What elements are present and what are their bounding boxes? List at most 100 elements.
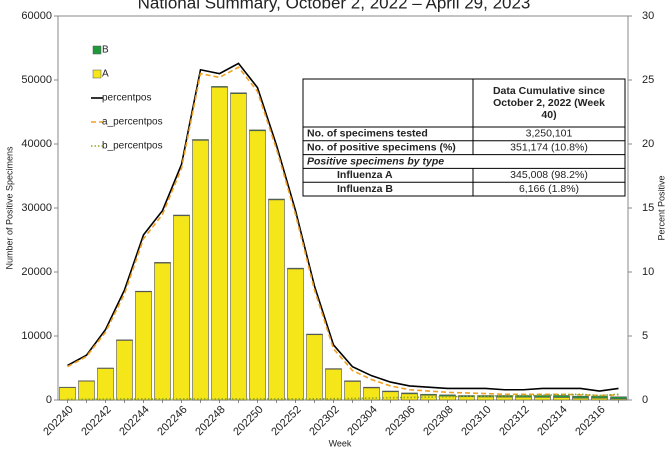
table-cell: Influenza B: [337, 183, 393, 195]
bar: [154, 262, 171, 401]
y-tick-label: 20000: [21, 266, 52, 278]
x-tick-label: 202248: [193, 404, 227, 438]
y-tick-label: 10000: [21, 330, 52, 342]
bar: [344, 381, 361, 401]
bar: [249, 130, 266, 401]
bar: [230, 92, 247, 94]
legend-label: b_percentpos: [102, 141, 163, 152]
y2-tick-label: 5: [642, 330, 648, 342]
bar: [287, 267, 304, 270]
legend-label: B: [102, 45, 109, 56]
y-tick-label: 0: [46, 394, 52, 406]
table-frame: [302, 78, 626, 197]
x-tick-label: 202308: [421, 404, 455, 438]
bar: [553, 395, 570, 398]
bar: [192, 139, 209, 141]
y2-tick-label: 20: [642, 138, 654, 150]
bar: [268, 199, 285, 401]
bar: [439, 394, 456, 397]
bar: [572, 395, 589, 399]
bar: [534, 395, 551, 398]
bar: [363, 386, 380, 389]
summary-table: Data Cumulative since October 2, 2022 (We…: [302, 78, 626, 197]
bar: [420, 393, 437, 396]
bar: [135, 290, 152, 293]
y2-axis-label: Percent Positive: [656, 175, 666, 240]
table-cell: 351,174 (10.8%): [510, 141, 588, 153]
x-tick-label: 202312: [497, 404, 531, 438]
x-tick-label: 202240: [41, 404, 75, 438]
bar: [287, 268, 304, 401]
table-header: Data Cumulative since October 2, 2022 (We…: [493, 85, 605, 121]
line: [67, 62, 619, 392]
table-cell: 3,250,101: [526, 128, 573, 140]
bar: [97, 368, 114, 401]
y-axis-label: Number of Positive Specimens: [4, 146, 14, 270]
y-tick-label: 40000: [21, 138, 52, 150]
y-tick-label: 50000: [21, 74, 52, 86]
bar: [477, 396, 494, 401]
bar: [553, 397, 570, 401]
bar: [173, 215, 190, 401]
bar: [154, 262, 171, 264]
x-tick-label: 202244: [117, 404, 151, 438]
y2-tick-label: 30: [642, 10, 654, 22]
legend-label: percentpos: [102, 93, 151, 104]
x-tick-label: 202250: [231, 404, 265, 438]
bar: [496, 396, 513, 401]
bar: [610, 396, 627, 400]
y2-tick-label: 15: [642, 202, 654, 214]
table-cell: Positive specimens by type: [307, 155, 444, 167]
line: [67, 393, 619, 401]
bar: [135, 291, 152, 401]
y2-tick-label: 25: [642, 74, 654, 86]
x-tick-label: 202246: [155, 404, 189, 438]
bar: [211, 86, 228, 401]
legend-label: a_percentpos: [102, 117, 163, 128]
x-tick-label: 202316: [573, 404, 607, 438]
bar: [59, 387, 76, 401]
bar: [382, 391, 399, 401]
legend-swatch: [92, 45, 102, 55]
table-cell: 6,166 (1.8%): [519, 183, 579, 195]
y2-tick-label: 0: [642, 394, 648, 406]
bar: [306, 334, 323, 401]
bar: [515, 396, 532, 401]
bar: [591, 395, 608, 399]
bar: [116, 339, 133, 341]
y2-tick-label: 10: [642, 266, 654, 278]
x-tick-label: 202310: [459, 404, 493, 438]
table-cell: Influenza A: [337, 169, 393, 181]
bar: [344, 380, 361, 382]
table-cell: No. of specimens tested: [307, 128, 428, 140]
bar: [268, 198, 285, 201]
chart-title: National Summary, October 2, 2022 – Apri…: [138, 0, 531, 12]
x-tick-label: 202302: [307, 404, 341, 438]
legend-swatch: [92, 69, 102, 79]
bar: [534, 396, 551, 401]
x-tick-label: 202242: [79, 404, 113, 438]
x-tick-label: 202304: [345, 404, 379, 438]
x-tick-label: 202314: [535, 404, 569, 438]
y-tick-label: 60000: [21, 10, 52, 22]
x-tick-label: 202252: [269, 404, 303, 438]
legend-label: A: [102, 69, 109, 80]
x-tick-label: 202306: [383, 404, 417, 438]
bar: [192, 139, 209, 401]
table-cell: 345,008 (98.2%): [510, 169, 588, 181]
bar: [173, 214, 190, 217]
bar: [401, 392, 418, 395]
bar: [382, 390, 399, 393]
bar: [116, 340, 133, 401]
x-axis-label: Week: [329, 438, 352, 448]
table-cell: No. of positive specimens (%): [307, 141, 456, 153]
bar: [306, 333, 323, 336]
bar: [211, 86, 228, 88]
bar: [78, 380, 95, 401]
bar: [325, 368, 342, 401]
bar: [325, 368, 342, 370]
line: [67, 66, 619, 397]
bar: [230, 93, 247, 401]
bar: [249, 129, 266, 132]
